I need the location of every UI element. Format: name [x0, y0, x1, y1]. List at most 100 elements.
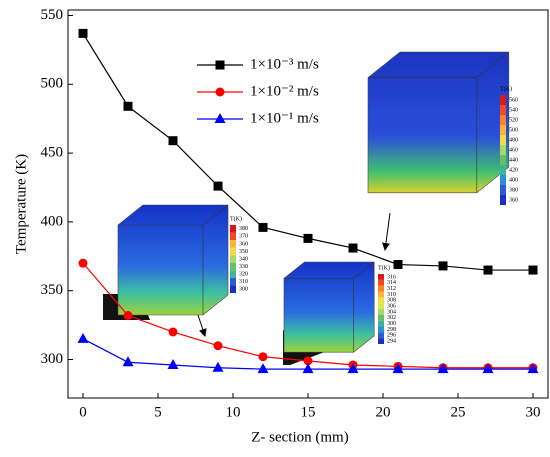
- x-tick-label: 10: [226, 404, 241, 420]
- marker: [303, 363, 314, 373]
- colorbar-cell: [378, 297, 384, 303]
- y-tick-label: 450: [41, 145, 64, 161]
- colorbar-label: 420: [509, 167, 518, 173]
- marker: [216, 88, 225, 97]
- marker: [168, 359, 179, 369]
- colorbar-cell: [500, 125, 506, 135]
- colorbar-cell: [500, 145, 506, 155]
- colorbar-label: 400: [509, 177, 518, 183]
- colorbar-cell: [378, 286, 384, 292]
- marker: [216, 61, 225, 70]
- marker: [259, 223, 268, 232]
- colorbar-cell: [230, 270, 236, 278]
- colorbar-label: 370: [239, 234, 248, 240]
- marker: [259, 352, 268, 361]
- colorbar-label: 300: [239, 287, 248, 293]
- legend-label: 1×10⁻² m/s: [250, 83, 319, 99]
- colorbar-cell: [230, 248, 236, 256]
- colorbar-cell: [230, 240, 236, 248]
- colorbar-cell: [500, 165, 506, 175]
- y-tick-label: 550: [41, 7, 64, 23]
- x-tick-label: 20: [376, 404, 391, 420]
- marker: [439, 261, 448, 270]
- arrow: [385, 213, 390, 250]
- x-tick-label: 0: [79, 404, 87, 420]
- colorbar-cell: [378, 321, 384, 327]
- y-tick-label: 500: [41, 76, 64, 92]
- colorbar-cell: [500, 155, 506, 165]
- inset-cube: [368, 52, 509, 193]
- colorbar-label: 330: [239, 264, 248, 270]
- colorbar-label: 380: [239, 226, 248, 232]
- colorbar-cell: [378, 315, 384, 321]
- marker: [529, 266, 538, 275]
- colorbar-label: 340: [239, 256, 248, 262]
- colorbar-cell: [230, 263, 236, 271]
- colorbar-label: 320: [239, 271, 248, 277]
- inset-cube: [284, 262, 374, 352]
- marker: [394, 260, 403, 269]
- colorbar-cell: [378, 332, 384, 338]
- colorbar-label: 294: [387, 338, 396, 344]
- colorbar-cell: [500, 185, 506, 195]
- colorbar-cell: [500, 175, 506, 185]
- colorbar-cell: [378, 309, 384, 315]
- colorbar-title: T(K): [230, 215, 242, 222]
- legend-label: 1×10⁻¹ m/s: [250, 110, 319, 126]
- marker: [215, 113, 226, 123]
- colorbar-label: 560: [509, 97, 518, 103]
- colorbar-label: 520: [509, 117, 518, 123]
- marker: [79, 259, 88, 268]
- colorbar-cell: [500, 115, 506, 125]
- colorbar-cell: [378, 327, 384, 333]
- x-tick-label: 30: [526, 404, 541, 420]
- colorbar-label: 540: [509, 107, 518, 113]
- marker: [484, 266, 493, 275]
- marker: [124, 311, 133, 320]
- x-tick-label: 25: [451, 404, 466, 420]
- marker: [213, 362, 224, 372]
- legend-label: 1×10⁻³ m/s: [250, 56, 319, 72]
- colorbar-cell: [378, 303, 384, 309]
- colorbar-cell: [500, 95, 506, 105]
- colorbar-cell: [378, 292, 384, 298]
- x-axis-label: Z- section (mm): [251, 429, 348, 445]
- y-axis-label: Temperature (K): [13, 154, 29, 254]
- x-tick-label: 15: [301, 404, 316, 420]
- marker: [304, 234, 313, 243]
- colorbar-cell: [230, 255, 236, 263]
- colorbar-label: 500: [509, 127, 518, 133]
- colorbar-label: 480: [509, 137, 518, 143]
- colorbar-label: 310: [239, 279, 248, 285]
- colorbar-cell: [378, 338, 384, 344]
- colorbar-cell: [500, 105, 506, 115]
- inset-cube: [118, 205, 228, 315]
- marker: [169, 327, 178, 336]
- colorbar-title: T(K): [500, 85, 512, 92]
- chart: Z- section (mm) Temperature (K) 0 5 10 15 20…: [0, 0, 550, 452]
- marker: [214, 341, 223, 350]
- x-tick-label: 5: [154, 404, 162, 420]
- colorbar-label: 460: [509, 147, 518, 153]
- colorbar-cell: [230, 233, 236, 241]
- colorbar-label: 360: [509, 197, 518, 203]
- colorbar-cell: [500, 135, 506, 145]
- marker: [79, 29, 88, 38]
- colorbar-label: 350: [239, 249, 248, 255]
- y-tick-label: 400: [41, 213, 64, 229]
- marker: [78, 333, 89, 343]
- marker: [123, 356, 134, 366]
- marker: [214, 182, 223, 191]
- colorbar-cell: [230, 225, 236, 233]
- colorbar-label: 380: [509, 187, 518, 193]
- colorbar-cell: [230, 285, 236, 293]
- colorbar-label: 440: [509, 157, 518, 163]
- y-tick-label: 350: [41, 282, 64, 298]
- marker: [124, 102, 133, 111]
- y-tick-label: 300: [41, 351, 64, 367]
- marker: [169, 136, 178, 145]
- colorbar-cell: [500, 195, 506, 205]
- colorbar-label: 360: [239, 241, 248, 247]
- colorbar-title: T(K): [378, 264, 390, 271]
- marker: [258, 363, 269, 373]
